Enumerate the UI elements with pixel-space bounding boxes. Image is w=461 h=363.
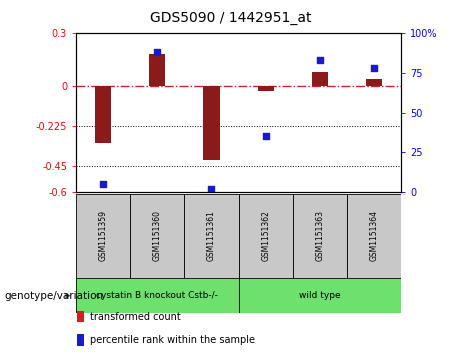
Text: GDS5090 / 1442951_at: GDS5090 / 1442951_at [150, 11, 311, 25]
Bar [76, 194, 130, 278]
Text: GSM1151361: GSM1151361 [207, 211, 216, 261]
Bar [76, 278, 238, 313]
Text: GSM1151364: GSM1151364 [369, 211, 378, 261]
Text: cystatin B knockout Cstb-/-: cystatin B knockout Cstb-/- [96, 291, 218, 300]
Bar [293, 194, 347, 278]
Point [316, 57, 324, 63]
Point [262, 134, 269, 139]
Bar [239, 194, 293, 278]
Bar [95, 86, 111, 143]
Bar [77, 334, 84, 346]
Bar [239, 278, 401, 313]
Text: GSM1151363: GSM1151363 [315, 211, 325, 261]
Point [208, 186, 215, 192]
Point [154, 49, 161, 55]
Text: wild type: wild type [299, 291, 341, 300]
Text: GSM1151362: GSM1151362 [261, 211, 270, 261]
Bar [203, 86, 219, 160]
Point [100, 182, 107, 187]
Bar [312, 72, 328, 86]
Text: percentile rank within the sample: percentile rank within the sample [90, 335, 255, 345]
Text: transformed count: transformed count [90, 311, 181, 322]
Text: GSM1151360: GSM1151360 [153, 211, 162, 261]
Bar [130, 194, 184, 278]
Bar [149, 54, 165, 86]
Bar [77, 311, 84, 322]
Bar [184, 194, 238, 278]
Point [370, 65, 378, 71]
Text: GSM1151359: GSM1151359 [99, 211, 108, 261]
Text: genotype/variation: genotype/variation [5, 291, 104, 301]
Bar [366, 79, 382, 86]
Bar [258, 86, 274, 91]
Bar [347, 194, 401, 278]
